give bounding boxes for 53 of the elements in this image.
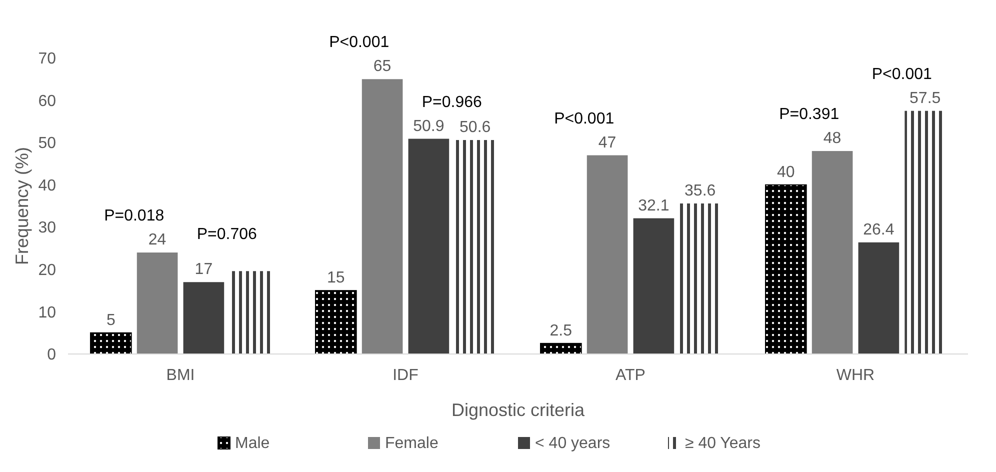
data-label: 40 [777,164,795,181]
x-tick-label: BMI [166,367,195,384]
bar [408,138,450,354]
y-tick-label: 0 [47,346,56,364]
legend-label: Male [235,435,270,452]
y-tick-label: 50 [38,135,56,152]
data-label: 2.5 [550,322,572,340]
data-label: 57.5 [910,90,941,107]
annotation: P<0.001 [872,66,932,83]
annotation: P=0.391 [779,106,840,124]
data-label: 5 [106,312,116,329]
data-label: 47 [598,134,616,152]
bar [812,151,853,354]
data-label: 32.1 [638,197,670,214]
y-tick-label: 40 [38,177,56,194]
bar [183,282,224,354]
legend-label: ≥ 40 Years [685,435,761,452]
bar [315,290,357,354]
annotation: P=0.706 [196,226,258,244]
data-label: 24 [148,232,166,249]
bar [540,342,582,354]
x-tick-label: IDF [392,367,419,384]
y-tick-label: 30 [38,220,56,237]
bar [454,140,496,354]
y-tick-label: 20 [38,262,56,280]
annotation: P<0.001 [329,34,390,52]
bar [765,184,807,354]
x-tick-label: ATP [616,367,646,384]
y-tick-label: 60 [38,92,56,110]
data-label: 50.9 [413,118,444,135]
bar [633,218,674,354]
bar [90,332,132,354]
data-label: 35.6 [684,182,716,200]
annotation: P=0.018 [104,208,164,225]
data-label: 26.4 [863,221,894,238]
data-label: 15 [327,270,345,287]
data-label: 65 [373,58,392,76]
x-tick-label: WHR [836,367,875,384]
data-label: 48 [823,130,842,148]
annotation: P<0.001 [554,110,614,128]
data-label: 50.6 [460,119,491,136]
annotation: P=0.966 [422,94,482,111]
x-axis-title: Dignostic criteria [451,400,586,420]
data-label: 17 [194,261,213,278]
y-tick-label: 70 [38,50,56,68]
bar [858,242,900,354]
y-axis-title: Frequency (%) [12,146,32,266]
y-tick-label: 10 [38,304,56,322]
bar [586,155,628,354]
legend-label: Female [385,435,438,452]
bar [136,252,178,354]
legend-label: < 40 years [535,435,610,452]
bar [362,79,403,354]
